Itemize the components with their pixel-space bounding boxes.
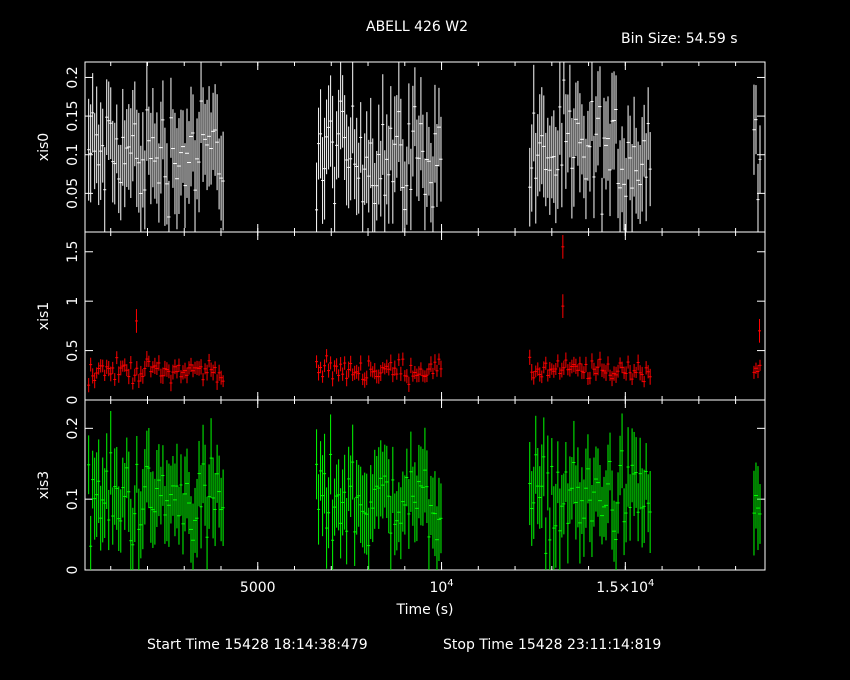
- xis3-panel-frame: [84, 399, 766, 571]
- xtick-label: 1.5×104: [596, 578, 654, 596]
- start-time-label: Start Time 15428 18:14:38:479: [147, 637, 368, 653]
- bin-size-label: Bin Size: 54.59 s: [621, 31, 738, 47]
- xis3-ytick-label: 0.2: [65, 417, 81, 439]
- xis0-ylabel: xis0: [36, 133, 52, 161]
- xis0-ytick-label: 0.15: [65, 101, 81, 132]
- stop-time-label: Stop Time 15428 23:11:14:819: [443, 637, 662, 653]
- chart-title: ABELL 426 W2: [366, 19, 468, 35]
- xis1-ylabel: xis1: [36, 302, 52, 330]
- x-axis-label: Time (s): [396, 602, 454, 618]
- xis1-ytick-label: 0: [65, 396, 81, 405]
- xis0-ytick-label: 0.2: [65, 66, 81, 88]
- xis3-ytick-label: 0.1: [65, 488, 81, 510]
- xis0-ytick-label: 0.05: [65, 178, 81, 209]
- xis1-ytick-label: 1: [65, 297, 81, 306]
- xis0-ytick-label: 0.1: [65, 144, 81, 166]
- xis1-ytick-label: 0.5: [65, 339, 81, 361]
- xtick-label: 104: [429, 578, 453, 596]
- xtick-label: 5000: [240, 580, 276, 596]
- xis3-ylabel: xis3: [36, 471, 52, 499]
- xis3-ytick-label: 0: [65, 566, 81, 575]
- xis1-ytick-label: 1.5: [65, 241, 81, 263]
